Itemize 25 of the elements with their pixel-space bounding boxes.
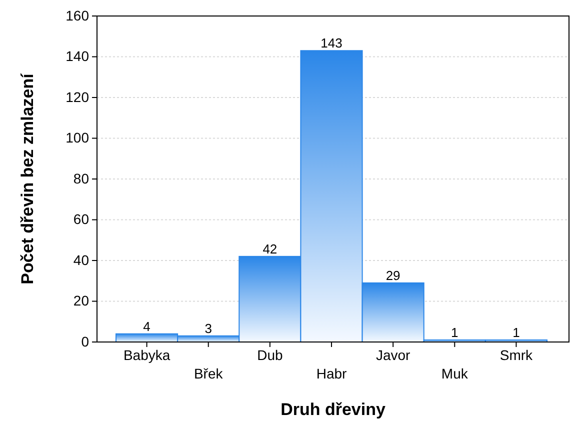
x-tick-label: Habr [316, 366, 348, 382]
y-tick-label: 120 [66, 88, 90, 105]
data-label: 29 [386, 268, 400, 283]
data-label: 143 [320, 36, 342, 51]
y-tick-label: 40 [73, 252, 90, 268]
y-axis-title: Počet dřevin bez zmlazení [18, 72, 37, 284]
x-tick-label: Dub [257, 346, 283, 363]
y-tick-label: 20 [73, 292, 90, 309]
x-tick-label: Smrk [500, 346, 534, 363]
data-label: 1 [512, 324, 520, 340]
y-tick-label: 60 [73, 211, 90, 228]
data-label: 42 [262, 241, 278, 256]
y-tick-label: 0 [81, 333, 90, 350]
y-tick-label: 160 [66, 7, 90, 24]
x-tick-label: Břek [194, 366, 224, 382]
y-tick-label: 80 [73, 170, 90, 186]
x-tick-label: Javor [376, 346, 411, 363]
y-tick-label: 140 [66, 48, 90, 64]
x-axis-title: Druh dřeviny [280, 400, 386, 419]
data-label: 1 [451, 324, 458, 340]
data-label: 3 [204, 320, 212, 336]
data-label: 4 [143, 318, 150, 334]
y-tick-label: 100 [66, 130, 90, 146]
x-tick-label: Muk [441, 366, 469, 382]
x-tick-label: Babyka [123, 346, 170, 363]
